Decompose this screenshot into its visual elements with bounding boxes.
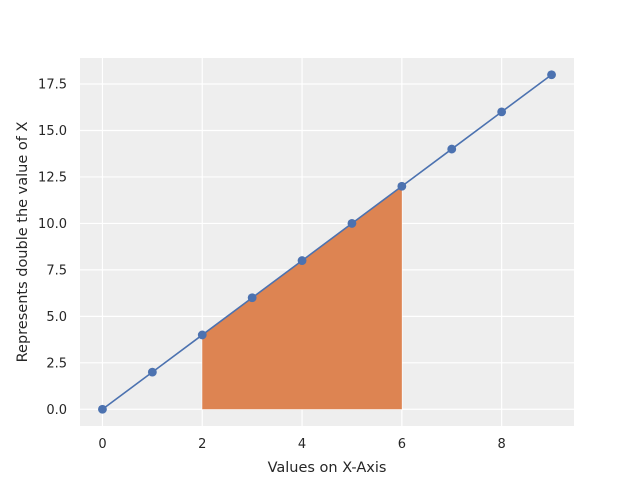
y-tick-label-2: 5.0: [46, 310, 67, 325]
y-tick-label-7: 17.5: [38, 78, 67, 93]
grid: [80, 58, 574, 426]
y-tick-label-3: 7.5: [46, 263, 67, 278]
data-point-6: [397, 181, 407, 191]
x-tick-label-3: 6: [398, 437, 406, 452]
series-line: [101, 74, 553, 410]
shaded-area: [202, 186, 402, 410]
data-point-9: [547, 70, 556, 80]
data-point-3: [247, 293, 257, 303]
y-axis-ticks: 0.0 2.5 5.0 7.5 10.0 12.5 15.0 17.5: [38, 78, 67, 418]
data-point-4: [297, 256, 307, 265]
data-point-7: [447, 144, 457, 154]
x-tick-label-1: 2: [198, 437, 206, 452]
x-tick-label-4: 8: [498, 437, 506, 452]
x-tick-label-0: 0: [98, 437, 106, 452]
y-tick-label-1: 2.5: [46, 356, 67, 371]
y-tick-label-0: 0.0: [46, 403, 67, 418]
data-point-5: [347, 219, 357, 228]
data-point-0: [98, 404, 107, 414]
data-point-8: [497, 107, 507, 117]
data-point-1: [147, 367, 157, 377]
y-tick-label-4: 10.0: [38, 217, 67, 232]
series-markers: [98, 70, 556, 414]
data-point-2: [197, 330, 207, 340]
x-tick-label-2: 4: [298, 437, 306, 452]
y-tick-label-5: 12.5: [38, 170, 67, 185]
y-tick-label-6: 15.0: [38, 124, 67, 139]
y-axis-label: Represents double the value of X: [15, 122, 31, 363]
x-axis-label: Values on X-Axis: [268, 460, 387, 476]
x-axis-ticks: 0 2 4 6 8: [98, 437, 505, 452]
